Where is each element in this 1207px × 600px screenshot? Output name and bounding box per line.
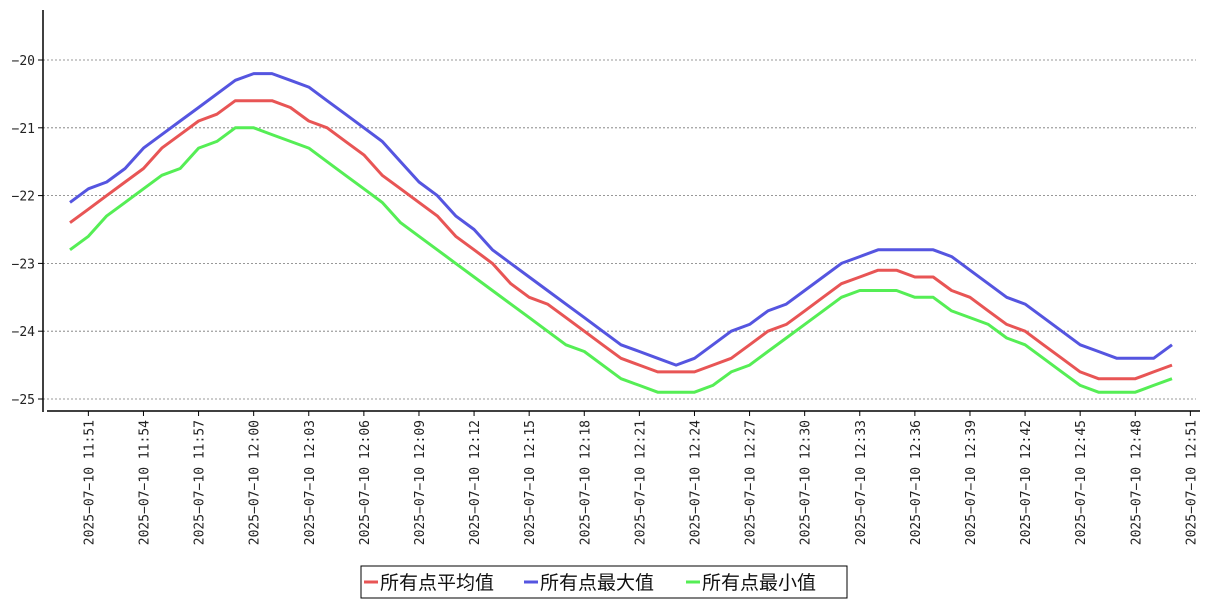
y-tick-label: −25 xyxy=(12,393,35,408)
legend-label: 所有点平均值 xyxy=(380,572,494,594)
y-tick-label: −22 xyxy=(12,190,35,205)
series-line xyxy=(69,72,1173,367)
y-tick-label: −20 xyxy=(12,54,35,69)
x-tick-label: 2025−07−10 12:18 xyxy=(578,420,593,545)
y-tick-label: −23 xyxy=(12,257,35,272)
x-tick-label: 2025−07−10 12:12 xyxy=(468,420,483,545)
y-ticks: −20 −21 −22 −23 −24 −25 xyxy=(12,54,43,408)
legend-label: 所有点最小值 xyxy=(702,572,816,594)
legend-box xyxy=(360,565,848,599)
x-tick-label: 2025−07−10 12:39 xyxy=(964,420,979,545)
x-tick-label: 2025−07−10 12:51 xyxy=(1184,420,1199,545)
x-tick-label: 2025−07−10 12:45 xyxy=(1074,420,1089,545)
x-tick-label: 2025−07−10 11:54 xyxy=(137,420,152,545)
x-tick-label: 2025−07−10 11:51 xyxy=(82,420,97,545)
x-tick-label: 2025−07−10 11:57 xyxy=(193,420,208,545)
x-tick-label: 2025−07−10 12:36 xyxy=(909,420,924,545)
series-line xyxy=(69,126,1173,394)
y-tick-label: −21 xyxy=(12,122,35,137)
y-tick-label: −24 xyxy=(12,325,36,340)
x-tick-label: 2025−07−10 12:33 xyxy=(854,420,869,545)
x-tick-label: 2025−07−10 12:24 xyxy=(688,420,703,545)
axes xyxy=(42,10,1200,412)
x-tick-label: 2025−07−10 12:00 xyxy=(248,420,263,545)
x-ticks: 2025−07−10 11:51 2025−07−10 11:54 2025−07−… xyxy=(82,411,1199,545)
x-tick-label: 2025−07−10 12:15 xyxy=(523,420,538,545)
x-tick-label: 2025−07−10 12:21 xyxy=(633,420,648,545)
series-line xyxy=(69,99,1173,381)
x-tick-label: 2025−07−10 12:48 xyxy=(1129,420,1144,545)
x-tick-label: 2025−07−10 12:27 xyxy=(744,420,759,545)
gridlines xyxy=(43,59,1196,400)
x-tick-label: 2025−07−10 12:06 xyxy=(358,420,373,545)
x-tick-label: 2025−07−10 12:09 xyxy=(413,420,428,545)
series-lines xyxy=(69,72,1173,394)
legend-label: 所有点最大值 xyxy=(540,572,654,594)
legend: 所有点平均值 所有点最大值 所有点最小值 xyxy=(360,565,848,599)
x-tick-label: 2025−07−10 12:42 xyxy=(1019,420,1034,545)
x-tick-label: 2025−07−10 12:30 xyxy=(799,420,814,545)
x-tick-label: 2025−07−10 12:03 xyxy=(303,420,318,545)
